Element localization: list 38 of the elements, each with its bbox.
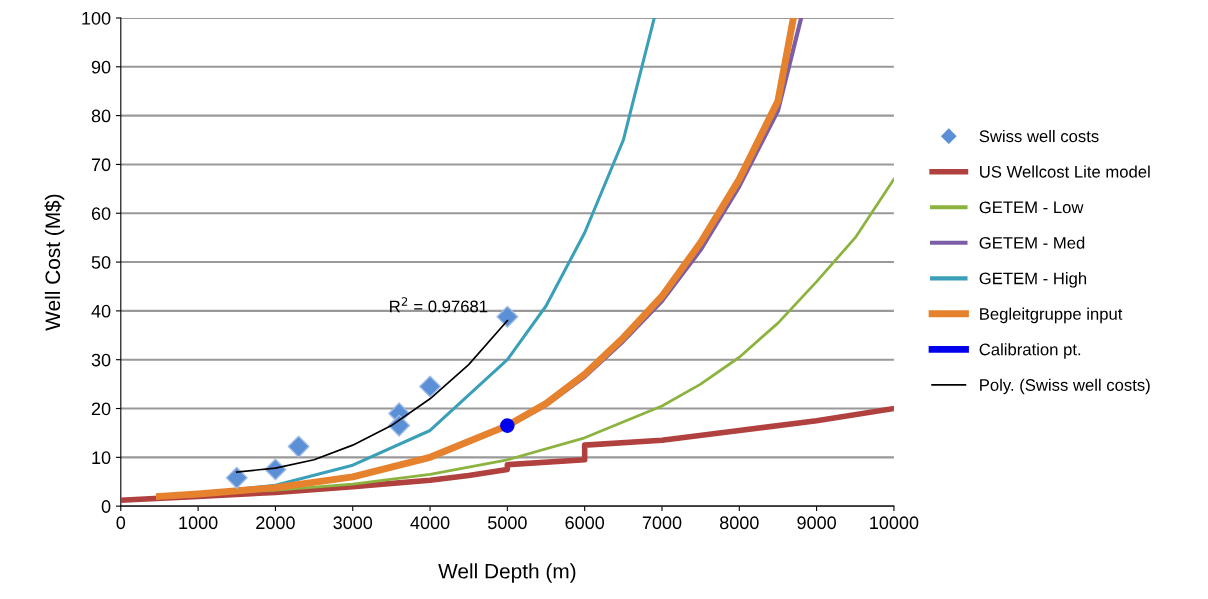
legend-label: GETEM - Low xyxy=(979,201,1084,214)
legend-label: Poly. (Swiss well costs) xyxy=(980,378,1150,395)
y-tick-label: 50 xyxy=(91,256,111,269)
x-tick-label: 5000 xyxy=(488,516,527,530)
x-tick-label: 10000 xyxy=(870,516,919,530)
point xyxy=(225,466,248,489)
point xyxy=(287,435,310,458)
x-tick-label: 3000 xyxy=(333,516,373,530)
legend-label: Swiss well costs xyxy=(979,129,1099,143)
y-tick-label: 40 xyxy=(91,304,111,318)
x-tick-label: 0 xyxy=(116,516,126,530)
x-tick-label: 9000 xyxy=(797,516,836,530)
y-tick-label: 80 xyxy=(91,109,111,123)
y-tick-label: 0 xyxy=(101,500,111,513)
point xyxy=(500,418,515,433)
legend-label: Begleitgruppe input xyxy=(980,307,1123,324)
x-tick-label: 6000 xyxy=(565,516,605,530)
x-tick-label: 1000 xyxy=(179,516,218,530)
y-tick-label: 90 xyxy=(91,60,111,74)
annotation: R$^{2}$ = 0.97681 xyxy=(390,297,488,313)
y-tick-label: 30 xyxy=(91,353,111,367)
legend-label: Calibration pt. xyxy=(979,343,1081,359)
y-axis-title: Well Cost (M$) xyxy=(44,194,65,331)
point xyxy=(419,375,442,398)
y-tick-label: 20 xyxy=(91,402,111,416)
x-axis-title: Well Depth (m) xyxy=(438,563,576,583)
x-tick-label: 8000 xyxy=(720,516,759,530)
legend-label: GETEM - Med xyxy=(979,236,1085,249)
y-tick-label: 10 xyxy=(92,451,111,465)
y-tick-label: 70 xyxy=(91,158,111,172)
legend-label: US Wellcost Lite model xyxy=(980,165,1150,178)
x-tick-label: 7000 xyxy=(642,516,682,530)
x-tick-label: 4000 xyxy=(410,516,450,530)
y-tick-label: 60 xyxy=(91,207,111,220)
point xyxy=(496,305,519,328)
x-tick-label: 2000 xyxy=(256,516,295,530)
legend-label: GETEM - High xyxy=(979,272,1087,288)
y-tick-label: 100 xyxy=(82,11,111,25)
